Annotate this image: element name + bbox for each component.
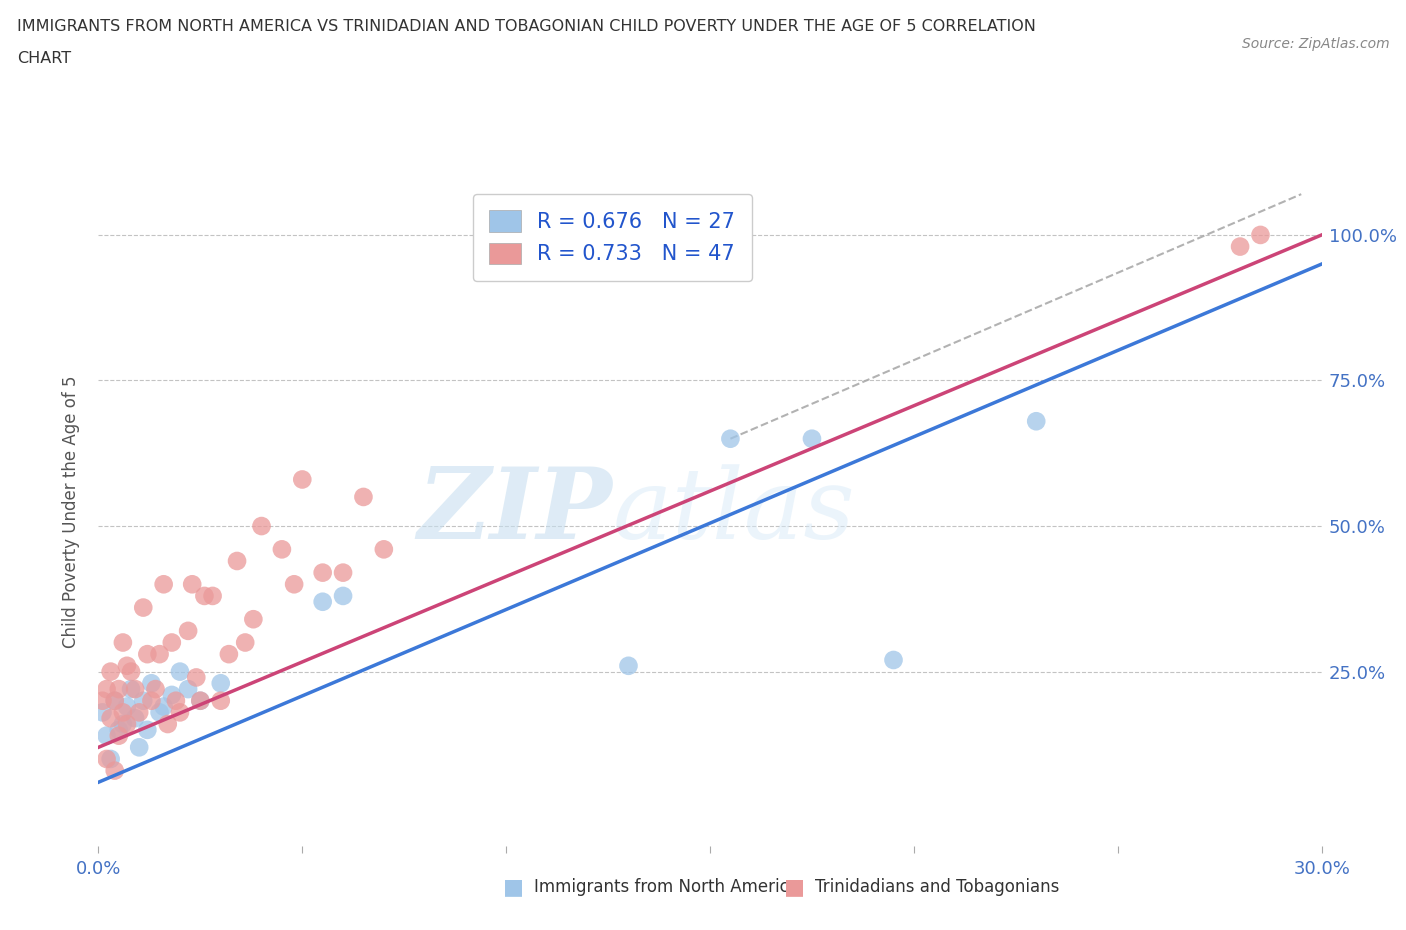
Text: IMMIGRANTS FROM NORTH AMERICA VS TRINIDADIAN AND TOBAGONIAN CHILD POVERTY UNDER : IMMIGRANTS FROM NORTH AMERICA VS TRINIDA… <box>17 19 1036 33</box>
Point <box>100 751 122 766</box>
Point <box>128 740 150 755</box>
Point <box>801 432 824 446</box>
Point <box>132 693 155 708</box>
Point <box>226 553 249 568</box>
Text: ■: ■ <box>503 877 523 897</box>
Point <box>186 670 208 684</box>
Point <box>124 682 146 697</box>
Point <box>312 565 335 580</box>
Point <box>136 723 159 737</box>
Point <box>141 693 163 708</box>
Point <box>91 693 114 708</box>
Point <box>96 728 118 743</box>
Text: Source: ZipAtlas.com: Source: ZipAtlas.com <box>1241 37 1389 51</box>
Point <box>233 635 256 650</box>
Point <box>152 577 174 591</box>
Point <box>104 693 127 708</box>
Point <box>160 687 183 702</box>
Text: ■: ■ <box>785 877 804 897</box>
Legend: R = 0.676   N = 27, R = 0.733   N = 47: R = 0.676 N = 27, R = 0.733 N = 47 <box>472 193 752 281</box>
Point <box>120 682 142 697</box>
Point <box>209 676 232 691</box>
Point <box>312 594 335 609</box>
Point <box>193 589 215 604</box>
Point <box>108 728 131 743</box>
Point <box>108 682 131 697</box>
Point <box>132 600 155 615</box>
Point <box>1249 228 1271 243</box>
Point <box>177 623 200 638</box>
Point <box>332 589 354 604</box>
Point <box>91 705 114 720</box>
Point <box>181 577 204 591</box>
Point <box>96 751 118 766</box>
Point <box>1025 414 1047 429</box>
Point <box>104 764 127 778</box>
Point <box>136 646 159 661</box>
Point <box>177 682 200 697</box>
Point <box>100 664 122 679</box>
Point <box>149 705 172 720</box>
Point <box>250 519 273 534</box>
Point <box>209 693 232 708</box>
Point <box>100 711 122 725</box>
Point <box>332 565 354 580</box>
Text: CHART: CHART <box>17 51 70 66</box>
Point <box>283 577 305 591</box>
Point <box>152 699 174 714</box>
Point <box>124 711 146 725</box>
Point <box>1229 239 1251 254</box>
Text: ZIP: ZIP <box>418 463 612 560</box>
Text: Immigrants from North America: Immigrants from North America <box>534 878 799 897</box>
Point <box>617 658 640 673</box>
Point <box>149 646 172 661</box>
Point <box>291 472 314 487</box>
Point <box>218 646 240 661</box>
Text: Trinidadians and Tobagonians: Trinidadians and Tobagonians <box>815 878 1060 897</box>
Point <box>270 542 294 557</box>
Point <box>104 693 127 708</box>
Point <box>160 635 183 650</box>
Point <box>165 693 187 708</box>
Point <box>96 682 118 697</box>
Y-axis label: Child Poverty Under the Age of 5: Child Poverty Under the Age of 5 <box>62 375 80 648</box>
Point <box>128 705 150 720</box>
Point <box>108 723 131 737</box>
Point <box>169 664 191 679</box>
Point <box>111 705 134 720</box>
Point <box>156 717 179 732</box>
Text: atlas: atlas <box>612 464 855 559</box>
Point <box>111 635 134 650</box>
Point <box>115 717 138 732</box>
Point <box>373 542 395 557</box>
Point <box>883 653 905 668</box>
Point <box>120 664 142 679</box>
Point <box>242 612 264 627</box>
Point <box>720 432 742 446</box>
Point <box>115 658 138 673</box>
Point <box>352 489 374 504</box>
Point <box>145 682 167 697</box>
Point <box>169 705 191 720</box>
Point <box>141 676 163 691</box>
Point <box>115 699 138 714</box>
Point <box>111 717 134 732</box>
Point <box>188 693 212 708</box>
Point <box>201 589 224 604</box>
Point <box>188 693 212 708</box>
